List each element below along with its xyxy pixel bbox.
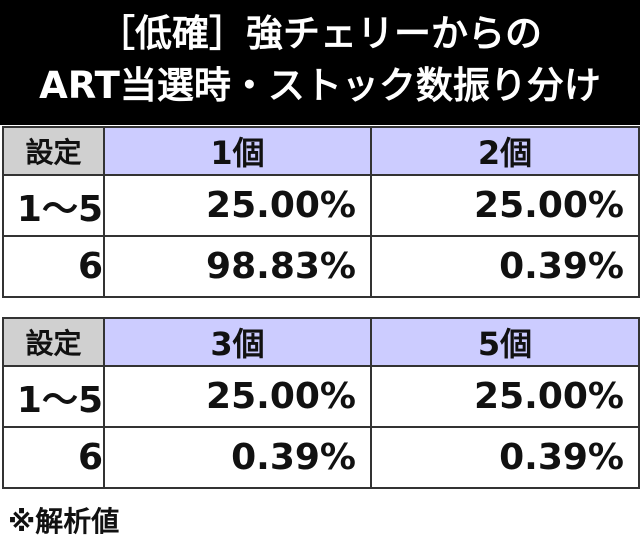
title-line: ［低確］強チェリーからの xyxy=(98,12,542,55)
header-row: 設定 1個 2個 xyxy=(2,126,640,176)
value-cell: 0.39% xyxy=(370,235,640,298)
header-cell: 設定 xyxy=(2,317,105,367)
value-cell: 25.00% xyxy=(103,174,372,237)
footnote: ※解析値 xyxy=(8,505,120,538)
title-banner: ［低確］強チェリーからの ART当選時・ストック数振り分け xyxy=(0,0,640,125)
data-row: 1～5 25.00% 25.00% xyxy=(2,174,640,237)
data-table: 設定 1個 2個 1～5 25.00% 25.00% 6 98.83% 0.39% xyxy=(2,126,640,298)
setting-cell: 6 xyxy=(2,235,105,298)
value-cell: 25.00% xyxy=(370,174,640,237)
setting-cell: 1～5 xyxy=(2,365,105,428)
value-cell: 98.83% xyxy=(103,235,372,298)
value-cell: 25.00% xyxy=(103,365,372,428)
header-cell: 設定 xyxy=(2,126,105,176)
header-cell: 1個 xyxy=(103,126,372,176)
value-cell: 0.39% xyxy=(370,426,640,489)
value-cell: 25.00% xyxy=(370,365,640,428)
header-cell: 5個 xyxy=(370,317,640,367)
data-row: 6 98.83% 0.39% xyxy=(2,235,640,298)
header-cell: 3個 xyxy=(103,317,372,367)
data-row: 6 0.39% 0.39% xyxy=(2,426,640,489)
value-cell: 0.39% xyxy=(103,426,372,489)
data-table: 設定 3個 5個 1～5 25.00% 25.00% 6 0.39% 0.39% xyxy=(2,317,640,489)
setting-cell: 6 xyxy=(2,426,105,489)
title-line: ART当選時・ストック数振り分け xyxy=(39,64,601,107)
data-row: 1～5 25.00% 25.00% xyxy=(2,365,640,428)
setting-cell: 1～5 xyxy=(2,174,105,237)
header-row: 設定 3個 5個 xyxy=(2,317,640,367)
header-cell: 2個 xyxy=(370,126,640,176)
